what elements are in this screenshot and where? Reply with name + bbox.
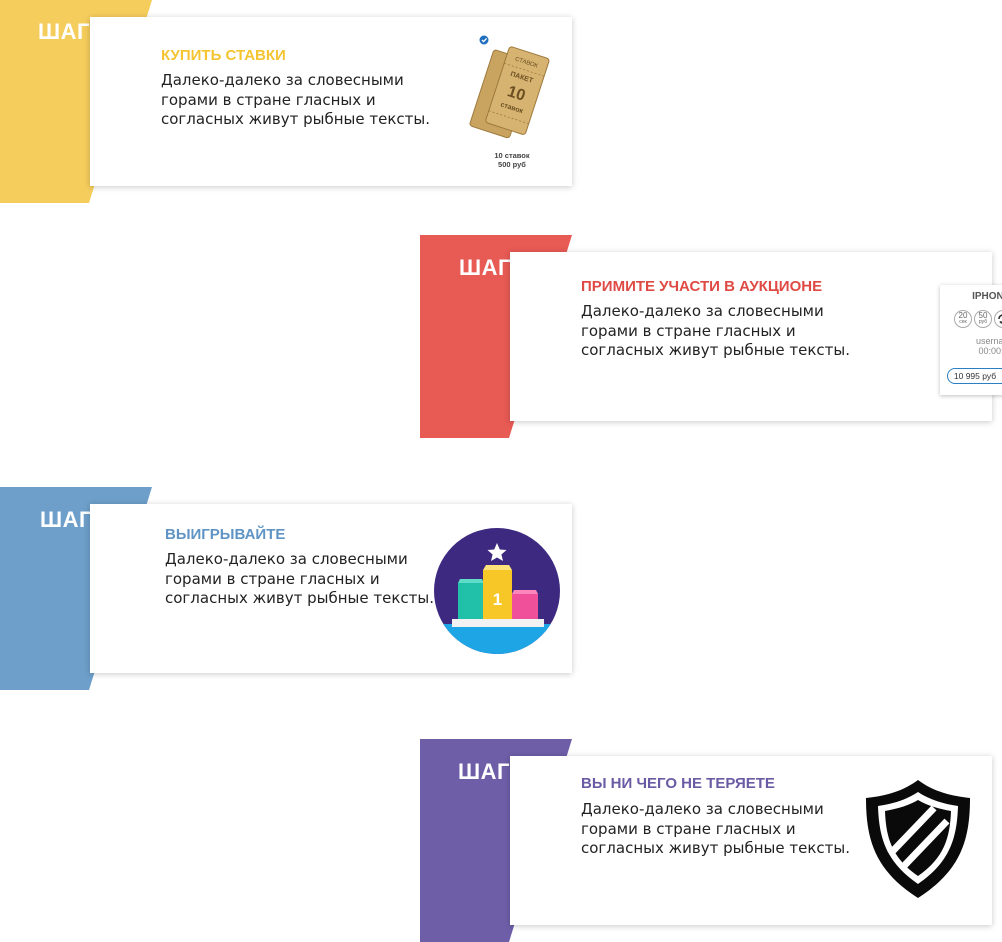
star-icon bbox=[487, 543, 507, 561]
step-4: ШАГ 4 ВЫ НИ ЧЕГО НЕ ТЕРЯЕТЕ Далеко-далек… bbox=[420, 739, 1002, 942]
step-1-description: Далеко-далеко за словесными горами в стр… bbox=[161, 71, 430, 129]
winner-podium-icon: 1 bbox=[434, 528, 560, 654]
ticket-caption-line2: 500 руб bbox=[498, 160, 526, 169]
svg-text:10: 10 bbox=[505, 83, 527, 105]
widget-icons: 20 сек 50 руб bbox=[954, 310, 1002, 328]
step-1-card: КУПИТЬ СТАВКИ Далеко-далеко за словесным… bbox=[90, 17, 572, 186]
chip-seconds: 20 сек bbox=[954, 310, 972, 328]
step-3-title: ВЫИГРЫВАЙТЕ bbox=[165, 526, 286, 543]
step-3: ШАГ 3 ВЫИГРЫВАЙТЕ Далеко-далеко за слове… bbox=[0, 487, 580, 692]
step-1: ШАГ 1 КУПИТЬ СТАВКИ Далеко-далеко за сло… bbox=[0, 0, 580, 205]
step-2-card: ПРИМИТЕ УЧАСТИ В АУКЦИОНЕ Далеко-далеко … bbox=[510, 252, 1002, 421]
step-4-description: Далеко-далеко за словесными горами в стр… bbox=[581, 800, 850, 858]
ticket-caption-line1: 10 ставок bbox=[494, 151, 530, 160]
refresh-icon bbox=[994, 310, 1002, 328]
widget-timer: 00:00:24 bbox=[978, 346, 1002, 356]
verified-check-icon bbox=[479, 35, 489, 45]
step-3-description: Далеко-далеко за словесными горами в стр… bbox=[165, 550, 434, 608]
step-4-card: ВЫ НИ ЧЕГО НЕ ТЕРЯЕТЕ Далеко-далеко за с… bbox=[510, 756, 992, 925]
ticket-package-graphic: СТАВОК ПАКЕТ 10 ставок bbox=[469, 35, 550, 139]
step-2: ШАГ 2 ПРИМИТЕ УЧАСТИ В АУКЦИОНЕ Далеко-д… bbox=[420, 235, 1002, 440]
step-1-title: КУПИТЬ СТАВКИ bbox=[161, 47, 286, 64]
widget-price: 10 995 руб bbox=[947, 368, 1002, 384]
step-3-card: ВЫИГРЫВАЙТЕ Далеко-далеко за словесными … bbox=[90, 504, 572, 673]
step-4-title: ВЫ НИ ЧЕГО НЕ ТЕРЯЕТЕ bbox=[581, 775, 775, 792]
shield-icon bbox=[864, 778, 972, 900]
chip-rubles: 50 руб bbox=[974, 310, 992, 328]
ticket-package-icon: СТАВОК ПАКЕТ 10 ставок 10 ставок 500 руб bbox=[462, 31, 562, 171]
svg-text:1: 1 bbox=[493, 590, 502, 609]
widget-username: username bbox=[975, 336, 1002, 346]
widget-product-title: IPHONE X bbox=[972, 291, 1002, 302]
step-2-title: ПРИМИТЕ УЧАСТИ В АУКЦИОНЕ bbox=[581, 278, 823, 295]
step-2-description: Далеко-далеко за словесными горами в стр… bbox=[581, 302, 850, 360]
